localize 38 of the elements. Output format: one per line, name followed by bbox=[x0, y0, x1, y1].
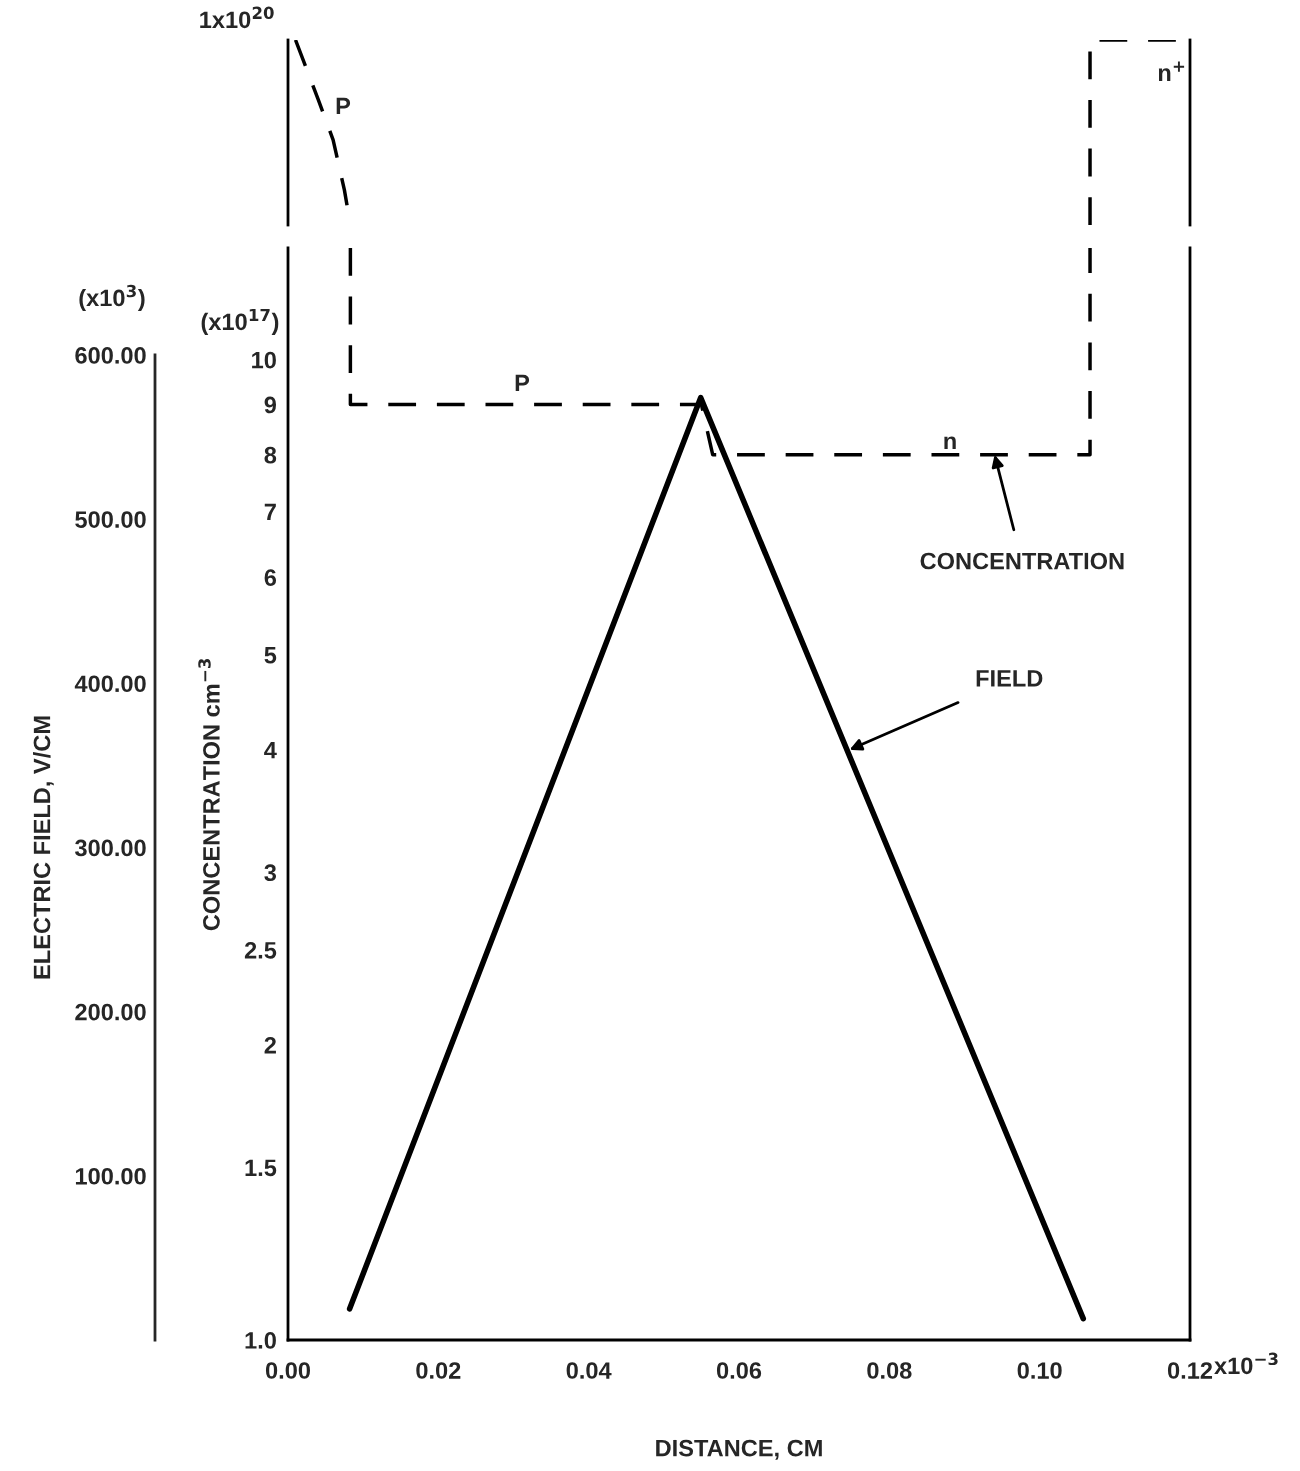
annotation: CONCENTRATION bbox=[920, 552, 1124, 570]
y-tick-label: 1.0 bbox=[245, 1332, 276, 1349]
x-tick-label: 0.10 bbox=[1017, 1362, 1062, 1379]
text: 1x10$^{20}$ bbox=[200, 6, 274, 29]
y2-tick-label: 400.00 bbox=[74, 675, 146, 693]
x-tick-label: 0.02 bbox=[416, 1362, 461, 1379]
y2-tick-label: 300.00 bbox=[75, 839, 146, 857]
y2-tick-label: 200.00 bbox=[75, 1003, 146, 1021]
annotation: n bbox=[944, 436, 956, 450]
y2-tick-label: 600.00 bbox=[75, 347, 146, 364]
y-tick-label: 1.5 bbox=[245, 1159, 277, 1177]
x-tick-label: 0.12 bbox=[1167, 1362, 1213, 1379]
x-tick-label: 0.08 bbox=[867, 1362, 912, 1379]
y-tick-label: 6 bbox=[264, 569, 277, 586]
annotation: FIELD bbox=[976, 670, 1043, 687]
y-tick-label: 2.5 bbox=[244, 941, 277, 959]
y-tick-label: 3 bbox=[264, 864, 277, 882]
text: (x10$^{3}$) bbox=[79, 284, 145, 311]
y2-tick-label: 100.00 bbox=[75, 1167, 146, 1185]
y-tick-label: 10 bbox=[252, 351, 276, 369]
y-axis-title: CONCENTRATION cm$^{−3}$ bbox=[198, 658, 220, 931]
x-axis-title: DISTANCE, CM bbox=[656, 1439, 822, 1460]
x-tick-label: 0.06 bbox=[716, 1362, 762, 1379]
y-tick-label: 8 bbox=[264, 446, 277, 464]
x-tick-label: 0.04 bbox=[566, 1362, 612, 1379]
y-tick-label: 5 bbox=[264, 647, 277, 664]
text: (x10$^{17}$) bbox=[201, 308, 279, 335]
x-tick-label: 0.00 bbox=[265, 1362, 311, 1379]
annotation: n$^{+}$ bbox=[1158, 61, 1185, 81]
y-tick-label: 4 bbox=[264, 742, 277, 759]
y2-axis-title: ELECTRIC FIELD, V/CM bbox=[33, 716, 54, 979]
annotation: P bbox=[336, 97, 351, 115]
y2-tick-label: 500.00 bbox=[75, 511, 146, 528]
text: x10$^{−3}$ bbox=[1214, 1352, 1278, 1375]
y-tick-label: 9 bbox=[264, 396, 277, 414]
annotation: P bbox=[515, 374, 530, 392]
y-tick-label: 2 bbox=[264, 1036, 276, 1054]
y-tick-label: 7 bbox=[264, 503, 276, 521]
